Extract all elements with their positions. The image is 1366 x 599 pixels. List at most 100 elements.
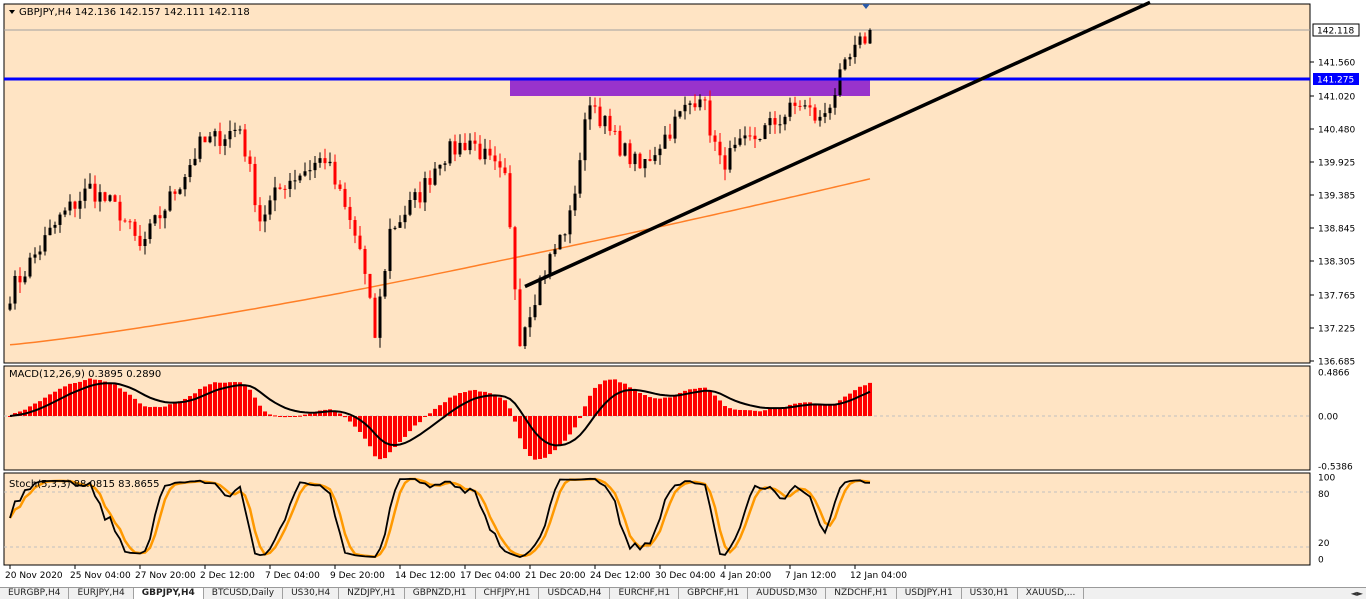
macd-bar — [808, 402, 812, 416]
price-tick-label: 139.925 — [1318, 159, 1355, 169]
trendline — [524, 0, 1151, 289]
macd-bar — [673, 395, 677, 416]
macd-bar — [288, 416, 292, 417]
symbol-tab[interactable]: GBPJPY,H4 — [133, 588, 204, 599]
symbol-tab[interactable]: US30,H4 — [283, 588, 340, 599]
candle — [258, 197, 262, 232]
symbol-tab[interactable]: EURGBP,H4 — [0, 588, 70, 599]
price-tick-label: 138.305 — [1318, 258, 1355, 268]
candle — [618, 125, 622, 157]
stoch-main — [9, 477, 871, 559]
candle — [348, 197, 352, 230]
candle — [383, 269, 387, 299]
macd-bar — [88, 378, 92, 416]
macd-bar — [563, 416, 567, 441]
macd-bar — [803, 402, 807, 416]
symbol-tab[interactable]: US30,H1 — [962, 588, 1018, 599]
symbol-tab[interactable]: EURCHF,H1 — [610, 588, 680, 599]
macd-bar — [518, 416, 522, 439]
time-tick-label: 7 Jan 12:00 — [785, 571, 837, 581]
candle — [188, 159, 192, 183]
candle — [43, 226, 47, 256]
symbol-tab[interactable]: NZDCHF,H1 — [826, 588, 897, 599]
candle — [563, 233, 567, 242]
candle — [268, 195, 272, 220]
price-pane-bg — [3, 3, 1311, 364]
macd-bar — [773, 408, 777, 416]
macd-bar — [508, 408, 512, 416]
candle — [823, 102, 827, 124]
macd-bar — [158, 407, 162, 416]
macd-bar — [473, 389, 477, 416]
macd-bar — [63, 386, 67, 416]
candle — [403, 205, 407, 229]
macd-bar — [83, 380, 87, 416]
candle — [508, 165, 512, 229]
candle — [443, 160, 447, 172]
macd-bar — [283, 416, 287, 418]
candle — [843, 57, 847, 71]
macd-bar — [238, 382, 242, 416]
symbol-tab[interactable]: AUDUSD,M30 — [748, 588, 827, 599]
macd-bar — [718, 400, 722, 416]
candle — [533, 294, 537, 321]
macd-bar — [678, 392, 682, 416]
candle — [158, 206, 162, 229]
macd-bar — [683, 390, 687, 416]
candle — [103, 191, 107, 203]
macd-bar — [783, 407, 787, 416]
candle — [638, 152, 642, 169]
macd-bar — [298, 415, 302, 417]
macd-bar — [58, 388, 62, 416]
symbol-tab[interactable]: GBPNZD,H1 — [405, 588, 476, 599]
candle — [648, 149, 652, 162]
tab-scroll-arrows-icon[interactable]: ◄► — [1347, 588, 1366, 599]
candle — [428, 170, 432, 193]
candle — [853, 35, 857, 64]
macd-bar — [233, 382, 237, 416]
candle — [33, 247, 37, 264]
candle — [133, 219, 137, 241]
candle — [303, 162, 307, 177]
macd-bar — [498, 397, 502, 416]
candle — [13, 270, 17, 310]
resistance-zone — [510, 79, 870, 96]
macd-bar — [168, 404, 172, 416]
candle — [28, 252, 32, 279]
candle — [733, 137, 737, 152]
symbol-tab[interactable]: XAUUSD,... — [1018, 588, 1085, 599]
price-tick-label: 140.480 — [1318, 126, 1355, 136]
candle — [643, 158, 647, 178]
symbol-tab[interactable]: EURJPY,H4 — [69, 588, 134, 599]
symbol-tab[interactable]: BTCUSD,Daily — [204, 588, 284, 599]
macd-bar — [588, 395, 592, 416]
time-tick-label: 27 Nov 20:00 — [135, 571, 196, 581]
candle — [163, 208, 167, 229]
macd-bar — [218, 382, 222, 416]
macd-bar — [108, 382, 112, 416]
time-tick-label: 25 Nov 04:00 — [70, 571, 131, 581]
symbol-tab[interactable]: GBPCHF,H1 — [679, 588, 749, 599]
macd-bar — [858, 386, 862, 416]
symbol-tab[interactable]: USDJPY,H1 — [897, 588, 962, 599]
macd-bar — [208, 384, 212, 416]
stoch-pane[interactable]: Stoch(5,3,3) 88.0815 83.8655 — [3, 472, 1311, 566]
symbol-tab[interactable]: CHFJPY,H1 — [476, 588, 540, 599]
stoch-tick-label: 80 — [1318, 490, 1330, 500]
price-pane[interactable]: GBPJPY,H4 142.136 142.157 142.111 142.11… — [3, 0, 1311, 364]
macd-bar — [348, 416, 352, 422]
symbol-tab[interactable]: NZDJPY,H1 — [339, 588, 405, 599]
macd-bar — [723, 406, 727, 416]
candle — [808, 97, 812, 116]
macd-bar — [443, 402, 447, 416]
macd-bar — [453, 395, 457, 416]
candle — [588, 96, 592, 130]
candle — [238, 125, 242, 135]
candle — [108, 194, 112, 203]
chart-window[interactable]: GBPJPY,H4 142.136 142.157 142.111 142.11… — [0, 0, 1366, 587]
candle — [183, 174, 187, 197]
symbol-tab[interactable]: USDCAD,H4 — [539, 588, 611, 599]
candle — [813, 104, 817, 124]
macd-pane[interactable]: MACD(12,26,9) 0.3895 0.2890 — [3, 365, 1311, 471]
macd-bar — [368, 416, 372, 447]
